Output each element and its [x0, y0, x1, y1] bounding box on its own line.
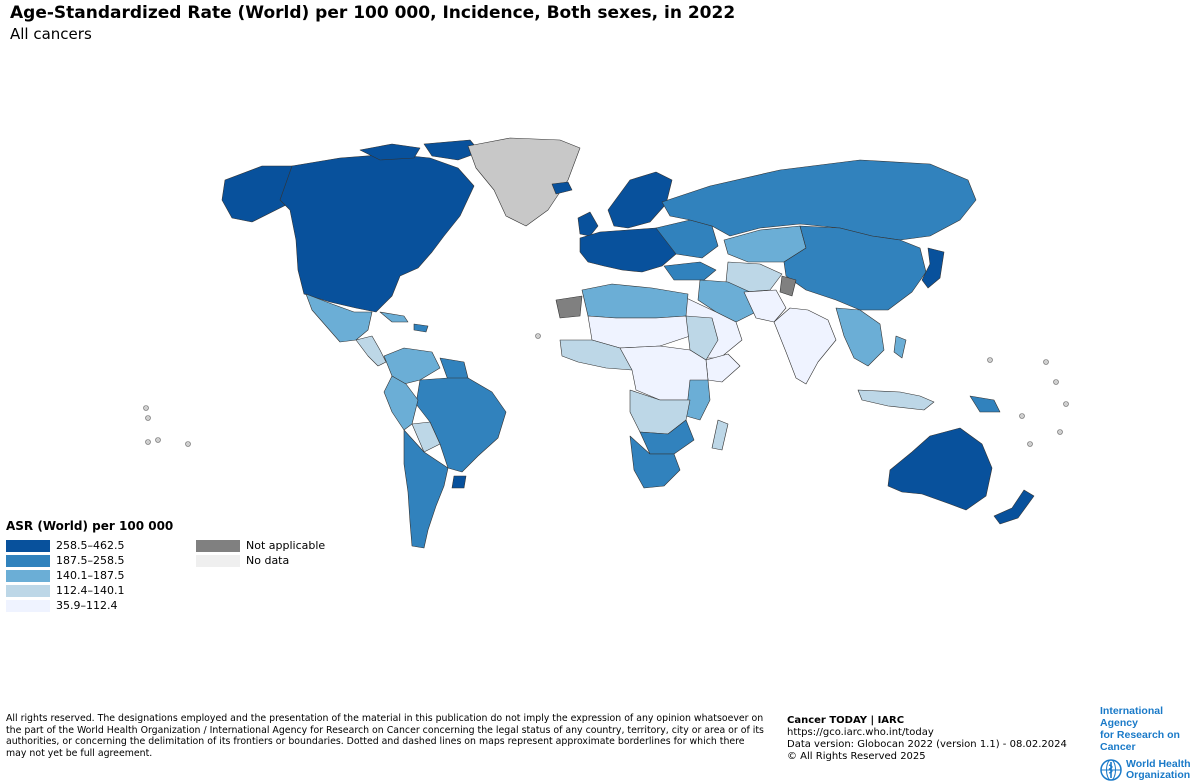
region-mongolia-china [783, 225, 927, 311]
region-kashmir [779, 275, 797, 297]
region-guianas [439, 357, 469, 381]
who-logo-text: World Health Organization [1126, 759, 1191, 781]
legend-label: 112.4–140.1 [56, 584, 125, 597]
legend-swatch [6, 569, 50, 582]
source-name: Cancer TODAY | IARC [787, 715, 905, 726]
who-emblem-icon [1100, 759, 1122, 781]
region-iceland [551, 181, 573, 195]
region-philippines [893, 335, 907, 359]
region-argentina-chile [403, 429, 449, 549]
region-central-america [355, 335, 387, 367]
region-greenland [467, 137, 581, 227]
logos: International Agency for Research on Can… [1100, 705, 1198, 781]
region-india [773, 307, 837, 385]
legend-label: 187.5–258.5 [56, 554, 125, 567]
source-info: Cancer TODAY | IARC https://gco.iarc.who… [787, 715, 1067, 763]
who-logo-line2: Organization [1126, 769, 1191, 781]
region-north-america [423, 139, 481, 161]
region-cuba [379, 311, 409, 323]
island-marker [987, 357, 993, 363]
region-uk-ireland [577, 211, 599, 237]
island-marker [1019, 413, 1025, 419]
island-marker [145, 415, 151, 421]
disclaimer-text: All rights reserved. The designations em… [6, 713, 764, 759]
legend-swatch [196, 539, 240, 552]
region-caribbean [413, 323, 429, 333]
island-marker [1043, 359, 1049, 365]
region-bolivia [411, 421, 441, 453]
iarc-logo-line2: for Research on Cancer [1100, 729, 1180, 753]
legend-label: 140.1–187.5 [56, 569, 125, 582]
region-southeast-asia [835, 307, 885, 367]
region-maghreb [581, 283, 689, 319]
region-uruguay [451, 475, 467, 489]
who-logo-line1: World Health [1126, 758, 1191, 770]
legend-swatch [196, 554, 240, 567]
island-marker [1057, 429, 1063, 435]
map-subtitle: All cancers [10, 25, 92, 43]
region-indonesia [857, 389, 935, 411]
region-north-america [279, 153, 475, 313]
legend-item: 35.9–112.4 [6, 598, 124, 613]
legend-swatch [6, 539, 50, 552]
region-iran-middle-east [697, 279, 757, 323]
island-marker [1027, 441, 1033, 447]
region-australia [887, 427, 993, 511]
legend-extra: Not applicable No data [196, 538, 325, 568]
legend-swatch [6, 584, 50, 597]
legend-label: 258.5–462.5 [56, 539, 125, 552]
legend-label: 35.9–112.4 [56, 599, 118, 612]
island-marker [145, 439, 151, 445]
region-papua [969, 395, 1001, 413]
island-marker [1053, 379, 1059, 385]
source-url[interactable]: https://gco.iarc.who.int/today [787, 727, 934, 738]
region-southern-africa [629, 435, 681, 489]
region-turkey-caucasus [663, 261, 717, 281]
island-marker [155, 437, 161, 443]
region-japan-korea [921, 247, 945, 289]
island-marker [535, 333, 541, 339]
island-marker [143, 405, 149, 411]
region-andes [383, 375, 419, 431]
map-title: Age-Standardized Rate (World) per 100 00… [10, 3, 736, 23]
region-egypt-sudan [685, 315, 719, 361]
world-map [143, 137, 1069, 549]
legend-swatch [6, 599, 50, 612]
region-western-sahara [555, 295, 583, 319]
region-mexico [305, 293, 373, 343]
legend-item: 140.1–187.5 [6, 568, 124, 583]
region-pakistan-afghanistan [743, 289, 787, 323]
region-new-zealand [993, 489, 1035, 525]
iarc-logo: International Agency for Research on Can… [1100, 705, 1198, 753]
legend-item-not-applicable: Not applicable [196, 538, 325, 553]
who-logo: World Health Organization [1100, 759, 1198, 781]
legend-item: 258.5–462.5 [6, 538, 124, 553]
region-north-america [359, 143, 421, 161]
legend-item-no-data: No data [196, 553, 325, 568]
legend-item: 187.5–258.5 [6, 553, 124, 568]
island-marker [1063, 401, 1069, 407]
region-madagascar [711, 419, 729, 451]
legend-label: No data [246, 554, 290, 567]
data-version: Data version: Globocan 2022 (version 1.1… [787, 739, 1067, 750]
copyright: © All Rights Reserved 2025 [787, 751, 926, 762]
iarc-logo-line1: International Agency [1100, 705, 1164, 729]
legend: 258.5–462.5 187.5–258.5 140.1–187.5 112.… [6, 538, 124, 613]
island-marker [185, 441, 191, 447]
legend-title: ASR (World) per 100 000 [6, 519, 174, 533]
region-scandinavia [607, 171, 673, 229]
legend-item: 112.4–140.1 [6, 583, 124, 598]
legend-swatch [6, 554, 50, 567]
legend-label: Not applicable [246, 539, 326, 552]
region-western-europe [579, 227, 677, 273]
